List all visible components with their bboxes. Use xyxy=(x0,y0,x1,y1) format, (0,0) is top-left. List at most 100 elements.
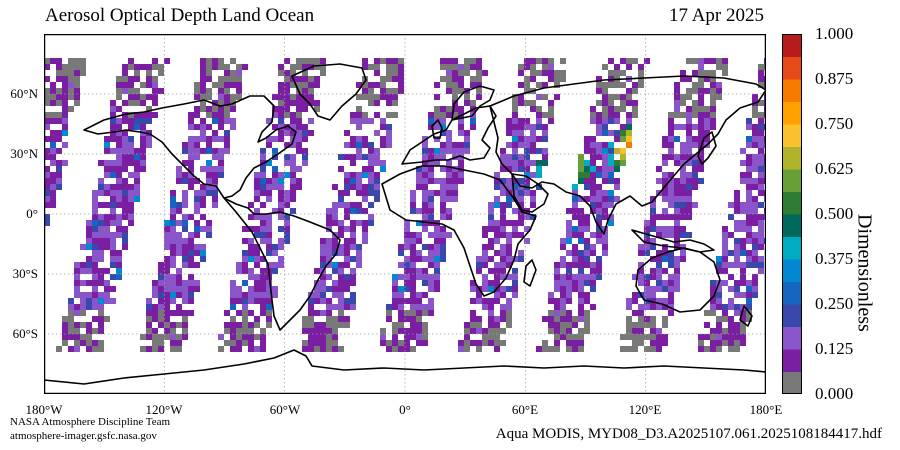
aod-cell xyxy=(350,226,356,232)
aod-cell xyxy=(212,82,218,88)
aod-cell xyxy=(284,142,290,148)
aod-cell xyxy=(572,250,578,256)
aod-cell xyxy=(440,130,446,136)
aod-cell xyxy=(242,292,248,298)
aod-cell xyxy=(476,346,482,352)
aod-cell xyxy=(386,346,392,352)
aod-cell xyxy=(50,142,56,148)
aod-cell xyxy=(620,106,626,112)
aod-cell xyxy=(554,76,560,82)
aod-cell xyxy=(368,190,374,196)
aod-cell xyxy=(116,268,122,274)
aod-cell xyxy=(92,196,98,202)
aod-cell xyxy=(116,196,122,202)
aod-cell xyxy=(758,76,764,82)
aod-cell xyxy=(272,148,278,154)
aod-cell xyxy=(578,298,584,304)
aod-cell xyxy=(494,202,500,208)
aod-cell xyxy=(434,160,440,166)
aod-cell xyxy=(92,256,98,262)
aod-cell xyxy=(740,280,746,286)
aod-cell xyxy=(650,196,656,202)
aod-cell xyxy=(206,148,212,154)
aod-cell xyxy=(122,136,128,142)
aod-cell xyxy=(668,118,674,124)
aod-cell xyxy=(692,202,698,208)
aod-cell xyxy=(548,112,554,118)
aod-cell xyxy=(200,106,206,112)
aod-cell xyxy=(362,190,368,196)
aod-cell xyxy=(410,328,416,334)
aod-cell xyxy=(560,310,566,316)
aod-cell xyxy=(494,346,500,352)
aod-cell xyxy=(194,286,200,292)
aod-cell xyxy=(182,322,188,328)
aod-cell xyxy=(86,262,92,268)
aod-cell xyxy=(566,226,572,232)
aod-cell xyxy=(494,226,500,232)
aod-cell xyxy=(92,238,98,244)
aod-cell xyxy=(704,118,710,124)
aod-cell xyxy=(200,250,206,256)
aod-cell xyxy=(530,64,536,70)
aod-cell xyxy=(584,166,590,172)
aod-cell xyxy=(80,262,86,268)
aod-cell xyxy=(188,262,194,268)
aod-cell xyxy=(254,316,260,322)
aod-cell xyxy=(206,76,212,82)
aod-cell xyxy=(290,178,296,184)
aod-cell xyxy=(710,106,716,112)
aod-cell xyxy=(122,244,128,250)
aod-cell xyxy=(356,154,362,160)
aod-cell xyxy=(326,346,332,352)
aod-cell xyxy=(662,286,668,292)
aod-cell xyxy=(644,220,650,226)
aod-cell xyxy=(320,58,326,64)
aod-cell xyxy=(116,166,122,172)
aod-cell xyxy=(320,340,326,346)
aod-cell xyxy=(758,238,764,244)
aod-cell xyxy=(278,70,284,76)
aod-cell xyxy=(590,250,596,256)
aod-cell xyxy=(50,172,56,178)
aod-cell xyxy=(356,106,362,112)
aod-cell xyxy=(278,124,284,130)
aod-cell xyxy=(86,232,92,238)
aod-cell xyxy=(356,112,362,118)
aod-cell xyxy=(158,64,164,70)
aod-cell xyxy=(224,118,230,124)
aod-cell xyxy=(44,58,50,64)
aod-cell xyxy=(602,142,608,148)
aod-cell xyxy=(374,148,380,154)
aod-cell xyxy=(416,178,422,184)
aod-cell xyxy=(536,124,542,130)
aod-cell xyxy=(596,202,602,208)
aod-cell xyxy=(152,76,158,82)
aod-cell xyxy=(638,244,644,250)
aod-cell xyxy=(272,268,278,274)
aod-cell xyxy=(668,196,674,202)
aod-cell xyxy=(674,196,680,202)
aod-cell xyxy=(518,100,524,106)
aod-cell xyxy=(236,70,242,76)
aod-cell xyxy=(92,328,98,334)
aod-cell xyxy=(656,178,662,184)
aod-cell xyxy=(656,298,662,304)
aod-cell xyxy=(380,328,386,334)
aod-cell xyxy=(650,334,656,340)
aod-cell xyxy=(680,244,686,250)
aod-cell xyxy=(368,154,374,160)
aod-cell xyxy=(182,238,188,244)
aod-cell xyxy=(500,256,506,262)
aod-cell xyxy=(464,334,470,340)
aod-cell xyxy=(422,184,428,190)
aod-cell xyxy=(290,130,296,136)
aod-cell xyxy=(410,238,416,244)
aod-cell xyxy=(308,298,314,304)
aod-cell xyxy=(686,136,692,142)
aod-cell xyxy=(506,154,512,160)
aod-cell xyxy=(248,256,254,262)
aod-cell xyxy=(44,154,50,160)
aod-cell xyxy=(188,310,194,316)
aod-cell xyxy=(110,184,116,190)
